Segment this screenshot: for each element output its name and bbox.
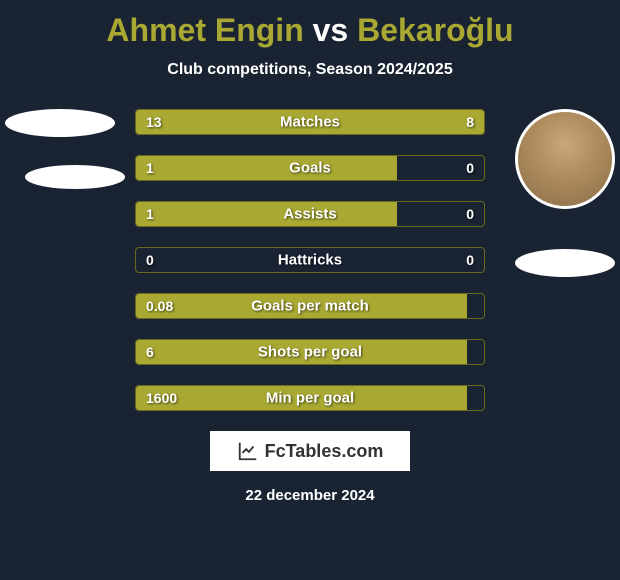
bar-label: Assists: [283, 206, 336, 223]
bar-value-left: 0: [146, 252, 154, 268]
bar-label: Shots per goal: [258, 344, 362, 361]
stat-bar: Hattricks 0 0: [135, 247, 485, 273]
stat-bar: Matches 13 8: [135, 109, 485, 135]
bar-label: Matches: [280, 114, 340, 131]
bar-label: Hattricks: [278, 252, 342, 269]
bar-value-left: 1: [146, 206, 154, 222]
bar-value-left: 0.08: [146, 298, 173, 314]
fctables-logo[interactable]: FcTables.com: [210, 431, 410, 471]
player1-column: [5, 109, 125, 189]
bar-value-right: 0: [466, 252, 474, 268]
stat-bar: Goals 1 0: [135, 155, 485, 181]
bar-value-right: 0: [466, 160, 474, 176]
bar-value-left: 6: [146, 344, 154, 360]
stats-bars-container: Matches138Goals10Assists10Hattricks00Goa…: [135, 109, 485, 411]
bar-value-right: 0: [466, 206, 474, 222]
bar-fill-left: [136, 202, 397, 226]
player2-flag-placeholder: [515, 249, 615, 277]
stat-bar: Assists 1 0: [135, 201, 485, 227]
player1-flag-placeholder: [25, 165, 125, 189]
vs-text: vs: [313, 12, 349, 48]
player2-face-icon: [518, 112, 612, 206]
logo-text: FcTables.com: [265, 441, 384, 462]
player2-avatar: [515, 109, 615, 209]
bar-fill-left: [136, 156, 397, 180]
date-text: 22 december 2024: [0, 487, 620, 504]
bar-value-right: 8: [466, 114, 474, 130]
bar-label: Goals per match: [251, 298, 369, 315]
stat-bar: Min per goal 1600: [135, 385, 485, 411]
subtitle: Club competitions, Season 2024/2025: [0, 61, 620, 79]
bar-value-left: 13: [146, 114, 162, 130]
player2-column: [515, 109, 615, 277]
player2-name: Bekaroğlu: [357, 12, 513, 48]
player1-name: Ahmet Engin: [106, 12, 303, 48]
bar-label: Min per goal: [266, 390, 354, 407]
chart-icon: [237, 440, 259, 462]
bar-fill-right: [352, 110, 484, 134]
bar-label: Goals: [289, 160, 331, 177]
stat-bar: Goals per match 0.08: [135, 293, 485, 319]
bar-value-left: 1600: [146, 390, 177, 406]
player1-avatar-placeholder: [5, 109, 115, 137]
stat-bar: Shots per goal 6: [135, 339, 485, 365]
bar-value-left: 1: [146, 160, 154, 176]
page-title: Ahmet Engin vs Bekaroğlu: [0, 0, 620, 49]
